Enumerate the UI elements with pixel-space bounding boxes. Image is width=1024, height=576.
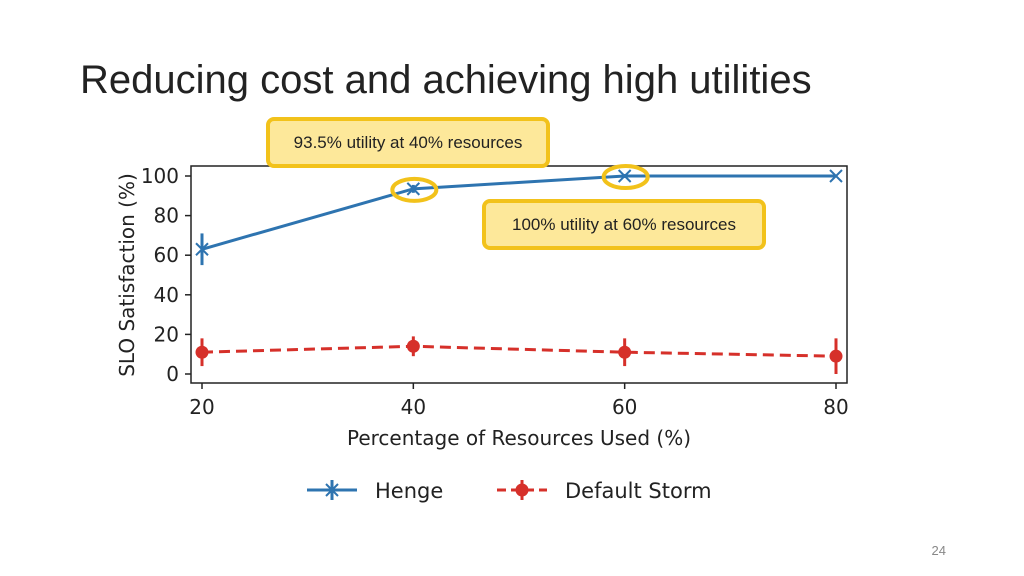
data-point	[617, 169, 632, 183]
highlight-ellipse	[601, 164, 650, 190]
legend-marker	[325, 483, 339, 497]
legend: Henge Default Storm	[307, 479, 712, 503]
y-tick-label: 20	[154, 322, 179, 346]
series-henge	[195, 169, 843, 266]
legend-item-default-storm: Default Storm	[497, 479, 712, 503]
legend-label: Henge	[375, 479, 443, 503]
series-layer	[195, 169, 843, 374]
callout-utility-40: 93.5% utility at 40% resources	[266, 117, 550, 168]
x-axis-label: Percentage of Resources Used (%)	[347, 426, 691, 450]
data-point	[406, 339, 420, 353]
data-point	[406, 182, 421, 196]
x-tick-label: 60	[612, 395, 637, 419]
data-point	[195, 345, 209, 359]
series-default-storm	[195, 336, 843, 374]
y-tick-label: 0	[166, 362, 179, 386]
highlight-ellipse	[390, 176, 439, 203]
legend-label: Default Storm	[565, 479, 712, 503]
y-axis-label: SLO Satisfaction (%)	[115, 173, 139, 377]
y-tick-label: 60	[154, 243, 179, 267]
highlight-layer	[390, 164, 650, 203]
series-line	[201, 174, 836, 251]
slide-title: Reducing cost and achieving high utiliti…	[80, 58, 812, 102]
y-tick-label: 40	[154, 283, 179, 307]
y-tick-label: 100	[141, 164, 179, 188]
x-tick-label: 80	[823, 395, 848, 419]
y-tick-label: 80	[154, 204, 179, 228]
callout-utility-60: 100% utility at 60% resources	[482, 199, 766, 250]
series-line	[201, 344, 837, 358]
legend-item-henge: Henge	[307, 479, 443, 503]
page-number: 24	[931, 543, 946, 558]
data-point	[618, 345, 632, 359]
data-point	[195, 242, 209, 256]
axis-ticks: 20 40 60 80 0 20 40 60 80 100	[141, 164, 849, 419]
x-tick-label: 20	[189, 395, 214, 419]
data-point	[829, 349, 843, 363]
x-tick-label: 40	[401, 395, 426, 419]
legend-marker	[515, 483, 529, 497]
data-point	[829, 169, 843, 183]
